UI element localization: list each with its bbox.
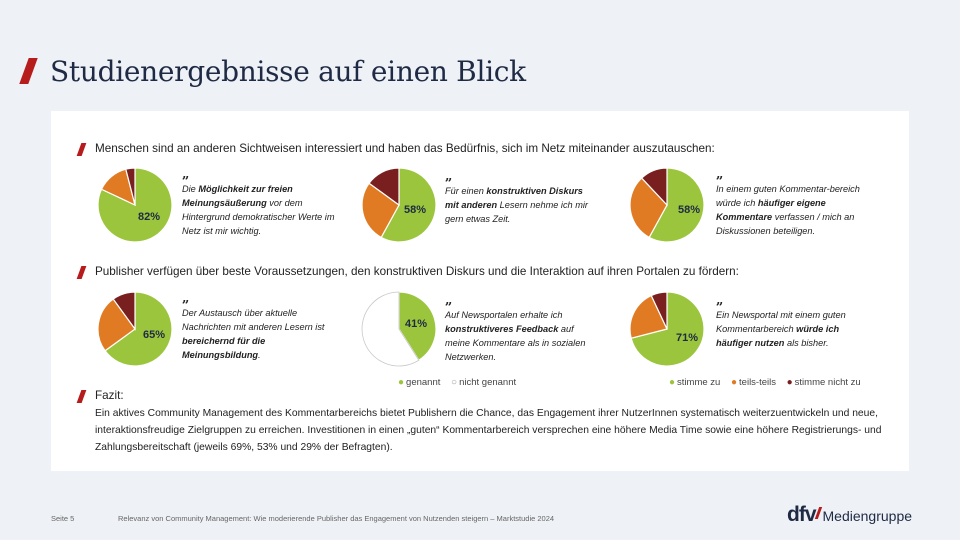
legend-item-teils-teils: ● teils-teils: [731, 377, 776, 388]
pie-slice: [629, 294, 668, 339]
pie-slice: [629, 177, 668, 239]
legend-dot: ●: [398, 377, 405, 388]
pie-chart-2: [361, 167, 437, 243]
section1-heading: Menschen sind an anderen Sichtweisen int…: [95, 142, 715, 155]
quote-segment: Für einen: [445, 186, 487, 196]
pie-slice: [112, 291, 136, 331]
fazit-label: Fazit:: [95, 389, 124, 402]
legend-item-stimme-zu: ● stimme zu: [669, 377, 720, 388]
logo-mediengruppe: Mediengruppe: [822, 508, 913, 524]
legend-right: ● stimme zu ● teils-teils ● stimme nicht zu: [669, 377, 869, 388]
pie-chart-5: [361, 291, 437, 367]
pie-chart-2-label: 58%: [404, 204, 427, 216]
pie-slice: [650, 291, 668, 330]
page-number: Seite 5: [51, 514, 75, 523]
legend-item-stimme-nicht-zu: ● stimme nicht zu: [787, 377, 861, 388]
quote-5: „ Auf Newsportalen erhalte ich konstrukti…: [445, 293, 595, 364]
pie-chart-6: [629, 291, 705, 367]
quote-mark: „: [182, 167, 190, 182]
pie-chart-6-label: 71%: [676, 332, 699, 344]
pie-slice: [380, 167, 437, 243]
quote-segment: Lesern nehme ich mir gern etwas Zeit.: [445, 200, 588, 224]
quote-segment: .: [258, 350, 261, 360]
legend-dot: ●: [730, 377, 738, 388]
legend-dot: ●: [669, 377, 676, 388]
logo-dfv: dfv: [787, 503, 816, 526]
quote-segment: bereichernd für die Meinungsbildung: [182, 336, 266, 360]
section2-heading: Publisher verfügen über beste Voraussetz…: [95, 265, 739, 278]
pie-slice: [104, 291, 173, 367]
quote-segment: verfassen / mich an Diskussionen beteili…: [716, 212, 855, 236]
pie-slice: [640, 167, 668, 207]
pie-slice: [361, 291, 420, 367]
fazit-text: Ein aktives Community Management des Kom…: [95, 408, 882, 453]
quote-1: „ Die Möglichkeit zur freien Meinungsäuße…: [182, 167, 342, 238]
pie-chart-4-label: 65%: [143, 329, 166, 341]
pie-chart-4: [97, 291, 173, 367]
quote-segment: Möglichkeit zur freien Meinungsäußerung: [182, 184, 293, 208]
quote-segment: Die: [182, 184, 199, 194]
pie-slice: [368, 167, 400, 207]
quote-segment: Ein Newsportal mit einem guten Kommentar…: [716, 310, 846, 334]
quote-3: „ In einem guten Kommentar-bereich würde …: [716, 167, 876, 238]
quote-segment: konstruktiveres Feedback: [445, 324, 559, 334]
title-accent-slash: [19, 58, 38, 84]
pie-chart-1: [97, 167, 173, 243]
quote-segment: vor dem Hintergrund demokratischer Werte…: [182, 198, 335, 236]
quote-segment: als bisher.: [784, 338, 829, 348]
legend-label: genannt: [406, 377, 441, 388]
page-title: Studienergebnisse auf einen Blick: [50, 55, 526, 88]
pie-chart-3: [629, 167, 705, 243]
pie-chart-1-label: 82%: [138, 211, 161, 223]
quote-4: „ Der Austausch über aktuelle Nachrichten…: [182, 291, 332, 362]
pie-slice: [97, 298, 136, 352]
pie-slice: [648, 167, 705, 243]
quote-segment: auf meine Kommentare als in sozialen Net…: [445, 324, 586, 362]
pie-slice: [125, 167, 136, 206]
quote-segment: Auf Newsportalen erhalte ich: [445, 310, 563, 320]
legend-dot: ●: [786, 377, 793, 388]
content-card: [51, 111, 909, 471]
quote-6: „ Ein Newsportal mit einem guten Kommenta…: [716, 293, 866, 350]
legend-label: teils-teils: [739, 377, 776, 388]
footer-text: Relevanz von Community Management: Wie m…: [118, 514, 555, 523]
quote-mark: „: [445, 293, 453, 308]
pie-chart-5-label: 41%: [405, 318, 428, 330]
legend-item-genannt: ● genannt: [398, 377, 440, 388]
legend-mid: ● genannt ○ nicht genannt: [398, 377, 524, 388]
quote-segment: häufiger eigene Kommentare: [716, 198, 826, 222]
quote-segment: würde ich häufiger nutzen: [716, 324, 840, 348]
quote-mark: „: [716, 167, 724, 182]
quote-segment: In einem guten Kommentar-bereich würde i…: [716, 184, 860, 208]
quote-segment: konstruktiven Diskurs mit anderen: [445, 186, 583, 210]
legend-label: nicht genannt: [459, 377, 517, 388]
quote-2: „ Für einen konstruktiven Diskurs mit and…: [445, 169, 595, 226]
legend-label: stimme zu: [677, 377, 721, 388]
pie-slice: [361, 182, 400, 239]
legend-item-nicht-genannt: ○ nicht genannt: [451, 377, 516, 388]
quote-mark: „: [182, 291, 190, 306]
company-logo: dfv Mediengruppe: [787, 503, 913, 526]
pie-chart-3-label: 58%: [678, 204, 701, 216]
quote-segment: Der Austausch über aktuelle Nachrichten …: [182, 308, 325, 332]
legend-label: stimme nicht zu: [794, 377, 861, 388]
quote-mark: „: [716, 293, 724, 308]
legend-dot: ○: [451, 377, 458, 388]
quote-mark: „: [445, 169, 453, 184]
